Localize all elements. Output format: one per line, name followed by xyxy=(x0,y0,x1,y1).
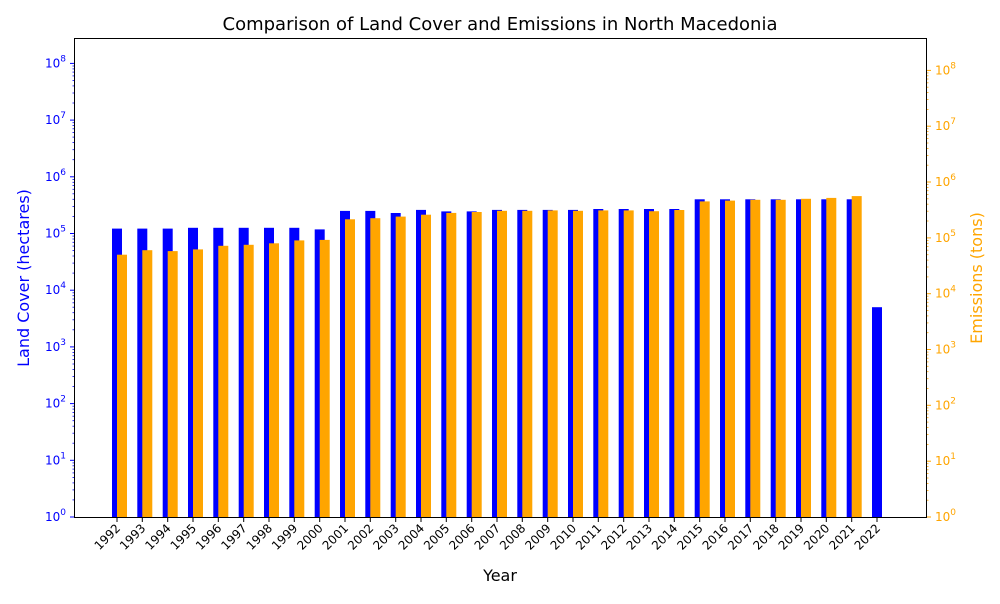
emissions-bar xyxy=(851,196,862,517)
x-tick-label: 1996 xyxy=(193,521,224,552)
emissions-bar xyxy=(497,210,507,518)
emissions-bar xyxy=(370,218,381,517)
x-tick-label: 2010 xyxy=(548,521,579,552)
x-tick-label: 2000 xyxy=(294,521,325,552)
chart-title: Comparison of Land Cover and Emissions i… xyxy=(223,14,778,35)
x-axis: 1992199319941995199619971998199920002001… xyxy=(92,517,883,553)
x-tick-label: 2016 xyxy=(700,521,731,552)
left-y-axis-label: Land Cover (hectares) xyxy=(14,189,33,367)
y-tick-label: 107 xyxy=(45,111,66,127)
x-tick-label: 2012 xyxy=(598,521,629,552)
x-tick-label: 2013 xyxy=(624,521,655,552)
y-tick-label: 102 xyxy=(45,395,66,411)
x-tick-label: 2004 xyxy=(396,521,427,552)
x-tick-label: 2020 xyxy=(801,521,832,552)
x-tick-label: 1993 xyxy=(117,521,148,552)
emissions-bar xyxy=(218,245,229,518)
y-tick-label: 100 xyxy=(935,508,956,524)
x-tick-label: 2019 xyxy=(776,521,807,552)
x-tick-label: 2018 xyxy=(750,521,781,552)
x-tick-label: 2022 xyxy=(852,521,883,552)
y-tick-label: 101 xyxy=(935,452,956,468)
x-tick-label: 2014 xyxy=(649,521,680,552)
x-axis-label: Year xyxy=(482,566,517,585)
emissions-bar xyxy=(750,199,761,518)
y-tick-label: 107 xyxy=(935,117,956,133)
x-tick-label: 1992 xyxy=(92,521,123,552)
right-y-axis-label: Emissions (tons) xyxy=(967,212,986,344)
emissions-bar xyxy=(243,244,254,518)
x-tick-label: 1999 xyxy=(269,521,300,552)
emissions-bar xyxy=(547,210,558,517)
emissions-bar xyxy=(725,200,735,517)
emissions-bar xyxy=(142,250,153,517)
y-tick-label: 101 xyxy=(45,451,66,467)
emissions-bar xyxy=(623,210,634,517)
y-tick-label: 102 xyxy=(935,396,956,412)
x-tick-label: 2008 xyxy=(497,521,528,552)
x-tick-label: 2011 xyxy=(573,521,604,552)
x-tick-label: 1994 xyxy=(142,521,173,552)
emissions-bar xyxy=(294,240,305,517)
emissions-bar xyxy=(674,210,685,517)
x-tick-label: 2015 xyxy=(674,521,705,552)
x-tick-label: 2017 xyxy=(725,521,756,552)
y-tick-label: 106 xyxy=(935,173,956,189)
y-tick-label: 105 xyxy=(45,225,66,241)
emissions-bar xyxy=(319,239,330,517)
emissions-bar xyxy=(699,201,710,517)
y-tick-label: 108 xyxy=(45,54,66,70)
y-tick-label: 104 xyxy=(45,281,66,297)
y-tick-label: 108 xyxy=(935,61,956,77)
x-tick-label: 2021 xyxy=(826,521,857,552)
emissions-bar xyxy=(775,199,786,518)
y-tick-label: 104 xyxy=(935,285,956,301)
emissions-bar xyxy=(193,249,203,517)
plot-frame xyxy=(74,38,927,518)
emissions-bar xyxy=(446,212,457,517)
x-tick-label: 2005 xyxy=(421,521,452,552)
emissions-bar xyxy=(471,212,482,517)
emissions-bar xyxy=(395,216,406,517)
emissions-bar xyxy=(801,198,811,518)
x-tick-label: 2006 xyxy=(446,521,477,552)
emissions-bars xyxy=(117,196,862,518)
emissions-bar xyxy=(117,254,127,517)
left-y-axis: 100 101 102 103 104 105 106 107 108 xyxy=(45,54,75,524)
emissions-bar xyxy=(826,197,837,517)
right-y-axis: 100 101 102 103 104 105 106 107 108 xyxy=(926,61,956,524)
y-tick-label: 106 xyxy=(45,168,66,184)
emissions-bar xyxy=(649,211,659,517)
x-tick-label: 1997 xyxy=(218,521,249,552)
x-tick-label: 2001 xyxy=(320,521,351,552)
emissions-bar xyxy=(522,210,533,518)
y-tick-label: 103 xyxy=(45,338,66,354)
x-tick-label: 2003 xyxy=(370,521,401,552)
emissions-bar xyxy=(598,210,609,517)
x-tick-label: 1995 xyxy=(168,521,199,552)
x-tick-label: 2002 xyxy=(345,521,376,552)
emissions-bar xyxy=(573,210,583,518)
x-tick-label: 2009 xyxy=(522,521,553,552)
emissions-bar xyxy=(269,243,279,518)
emissions-bar xyxy=(167,251,178,517)
land-cover-bar xyxy=(872,307,882,517)
x-tick-label: 2007 xyxy=(472,521,503,552)
y-tick-label: 100 xyxy=(45,508,66,524)
emissions-bar xyxy=(345,219,355,518)
emissions-bar xyxy=(421,214,431,517)
x-tick-label: 1998 xyxy=(244,521,275,552)
y-tick-label: 105 xyxy=(935,229,956,245)
y-tick-label: 103 xyxy=(935,341,956,357)
